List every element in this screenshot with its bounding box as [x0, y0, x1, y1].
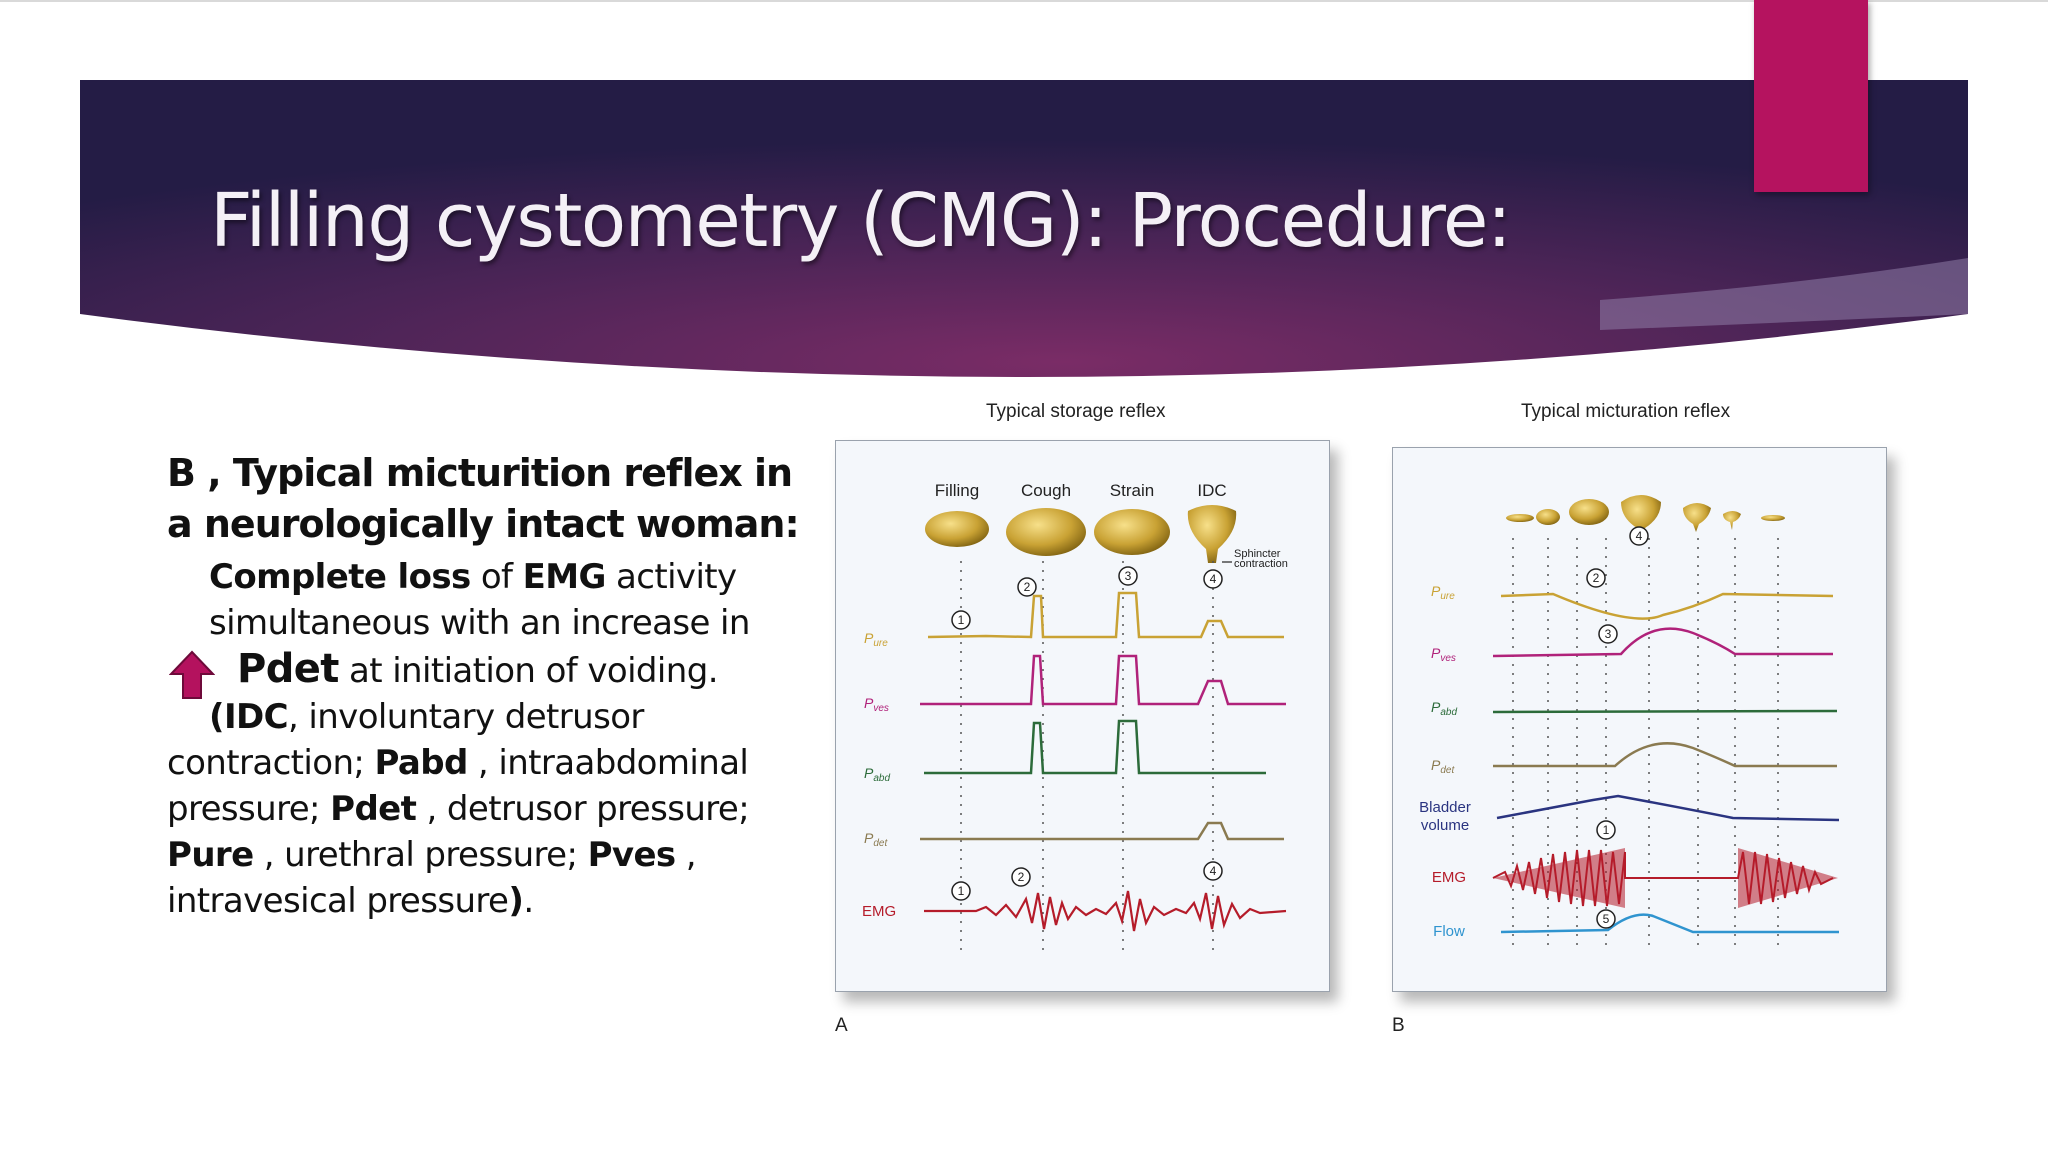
bold-term: Pves [587, 835, 677, 875]
body-text: at initiation of voiding. [338, 651, 718, 691]
marker-4: 4 [1636, 529, 1643, 543]
figure-b-letter: B [1392, 1015, 1405, 1036]
body-text: . [523, 881, 534, 921]
trace-pure [927, 591, 1284, 639]
bladder-sequence [1506, 495, 1785, 536]
marker-2: 2 [1024, 580, 1031, 594]
up-arrow-icon [169, 650, 215, 699]
body-text: , urethral pressure; [253, 835, 588, 875]
marker-2: 2 [1018, 870, 1025, 884]
marker-5: 5 [1603, 912, 1610, 926]
figure-b-panel: Pure Pves Pabd Pdet Bladder volume EMG F… [1392, 447, 1887, 992]
trace-label-emg: EMG [862, 903, 896, 920]
bold-term: Pdet [330, 789, 417, 829]
body-text: , involuntary detrusor contraction; [167, 697, 644, 783]
title-banner [0, 0, 2048, 377]
trace-pves [920, 654, 1286, 706]
sphincter-label: contraction [1234, 558, 1288, 570]
trace-pdet [920, 821, 1284, 841]
marker-4: 4 [1210, 864, 1217, 878]
bold-term: EMG [522, 557, 607, 597]
marker-4: 4 [1210, 572, 1217, 586]
markers [1586, 526, 1649, 929]
body-text: , intravesical pressure [167, 835, 697, 921]
micturition-reflex-diagram: Pure Pves Pabd Pdet Bladder volume EMG F… [1419, 495, 1840, 948]
marker-1: 1 [958, 613, 965, 627]
trace-label-pabd: Pabd [1431, 699, 1457, 718]
sphincter-label: Sphincter [1234, 548, 1281, 560]
bold-term: ) [508, 881, 524, 921]
phase-label-strain: Strain [1110, 481, 1154, 500]
trace-emg [924, 890, 1287, 932]
figure-a-title: Typical storage reflex [986, 401, 1166, 422]
trace-flow [1500, 913, 1839, 934]
storage-reflex-diagram: Filling Cough Strain IDC Sphincter contr… [862, 481, 1288, 956]
trace-label-pdet: Pdet [1431, 757, 1455, 776]
bladder-icon [1094, 509, 1170, 555]
marker-3: 3 [1605, 627, 1612, 641]
bold-term: (IDC [209, 697, 289, 737]
bladder-icon [1006, 508, 1086, 556]
paragraph-emg: Complete loss of EMG activity simultaneo… [167, 554, 807, 646]
phase-label-filling: Filling [935, 481, 979, 500]
bold-term: Complete loss [209, 557, 471, 597]
trace-label-pves: Pves [1431, 645, 1456, 664]
bladder-icon [1187, 505, 1237, 563]
accent-tab [1754, 0, 1868, 192]
trace-pabd [1492, 709, 1838, 714]
trace-pabd [924, 719, 1266, 775]
trace-label-pure: Pure [864, 630, 888, 649]
figure-b-title: Typical micturation reflex [1521, 401, 1731, 422]
trace-pure [1500, 592, 1834, 620]
bold-term: Pabd [374, 743, 468, 783]
marker-3: 3 [1125, 569, 1132, 583]
trace-label-flow: Flow [1433, 923, 1465, 940]
bladder-icon [925, 511, 989, 547]
marker-2: 2 [1593, 571, 1600, 585]
trace-pves [1492, 627, 1833, 658]
trace-label-emg: EMG [1432, 869, 1466, 886]
body-text: of [470, 557, 523, 597]
trace-pdet [1493, 742, 1837, 768]
body-text: activity simultaneous with an increase i… [209, 557, 750, 643]
slide-body-text: B , Typical micturition reflex in a neur… [167, 448, 807, 924]
trace-volume [1496, 794, 1840, 822]
marker-1: 1 [958, 884, 965, 898]
body-text: , intraabdominal pressure; [167, 743, 749, 829]
phase-label-idc: IDC [1197, 481, 1226, 500]
marker-1: 1 [1603, 823, 1610, 837]
paragraph-pdet: Pdet at initiation of voiding. [167, 646, 807, 699]
trace-label-volume: Bladder [1419, 799, 1471, 816]
figure-a-panel: Filling Cough Strain IDC Sphincter contr… [835, 440, 1330, 992]
trace-label-pves: Pves [864, 695, 889, 714]
markers [951, 566, 1223, 901]
body-text: , detrusor pressure; [416, 789, 750, 829]
bold-term: Pdet [237, 646, 339, 692]
trace-label-pabd: Pabd [864, 765, 890, 784]
time-guides [960, 561, 1214, 956]
phase-label-cough: Cough [1021, 481, 1071, 500]
body-heading: B , Typical micturition reflex in a neur… [167, 451, 800, 546]
slide-title: Filling cystometry (CMG): Procedure: [210, 178, 1512, 264]
trace-label-pure: Pure [1431, 583, 1455, 602]
paragraph-abbreviations: (IDC, involuntary detrusor contraction; … [167, 694, 807, 924]
bold-term: Pure [167, 835, 254, 875]
trace-label-volume-sub: volume [1421, 817, 1469, 834]
figure-a-letter: A [835, 1015, 848, 1036]
trace-label-pdet: Pdet [864, 830, 888, 849]
